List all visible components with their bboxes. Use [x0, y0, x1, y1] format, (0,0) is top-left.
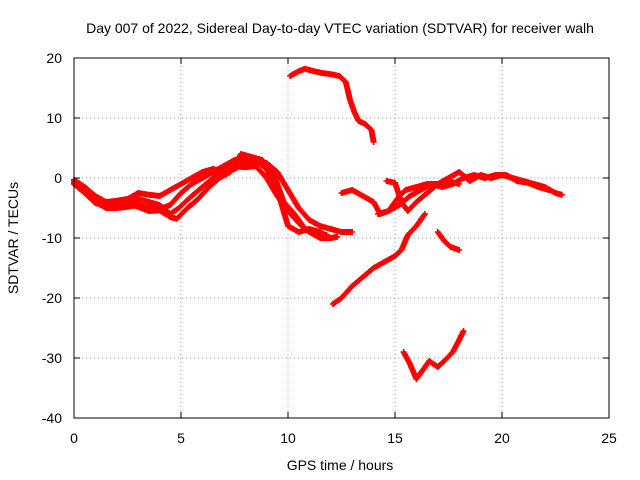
series-track-j	[434, 229, 463, 253]
y-tick-labels: 20 10 0 -10 -20 -30 -40	[42, 50, 62, 426]
series-marks-track-f	[329, 211, 428, 307]
series-marks-track-k	[400, 328, 467, 382]
x-tick-label-10: 10	[280, 430, 296, 446]
series-marks-track-e	[287, 65, 377, 145]
series-track-e	[287, 65, 377, 145]
x-tick-labels: 0 5 10 15 20 25	[70, 430, 617, 446]
y-axis-label: SDTVAR / TECUs	[5, 182, 21, 294]
x-tick-label-25: 25	[601, 430, 617, 446]
tick-marks	[73, 57, 610, 419]
y-tick-label--20: -20	[42, 290, 62, 306]
series-track-k	[400, 328, 467, 382]
series-marks-track-i	[374, 172, 553, 217]
x-tick-label-15: 15	[387, 430, 403, 446]
series-track-f	[329, 211, 428, 307]
y-tick-label--30: -30	[42, 350, 62, 366]
series-marks-track-j	[434, 229, 463, 253]
series-track-i	[374, 172, 553, 217]
y-tick-label--40: -40	[42, 410, 62, 426]
y-tick-label--10: -10	[42, 230, 62, 246]
x-tick-label-5: 5	[177, 430, 185, 446]
grid-lines	[74, 58, 609, 418]
x-tick-label-20: 20	[494, 430, 510, 446]
y-tick-label-0: 0	[54, 170, 62, 186]
x-axis-label: GPS time / hours	[287, 457, 394, 473]
y-tick-label-20: 20	[46, 50, 62, 66]
data-series-group	[71, 65, 565, 382]
y-tick-label-10: 10	[46, 110, 62, 126]
x-tick-label-0: 0	[70, 430, 78, 446]
chart-title: Day 007 of 2022, Sidereal Day-to-day VTE…	[86, 20, 594, 36]
